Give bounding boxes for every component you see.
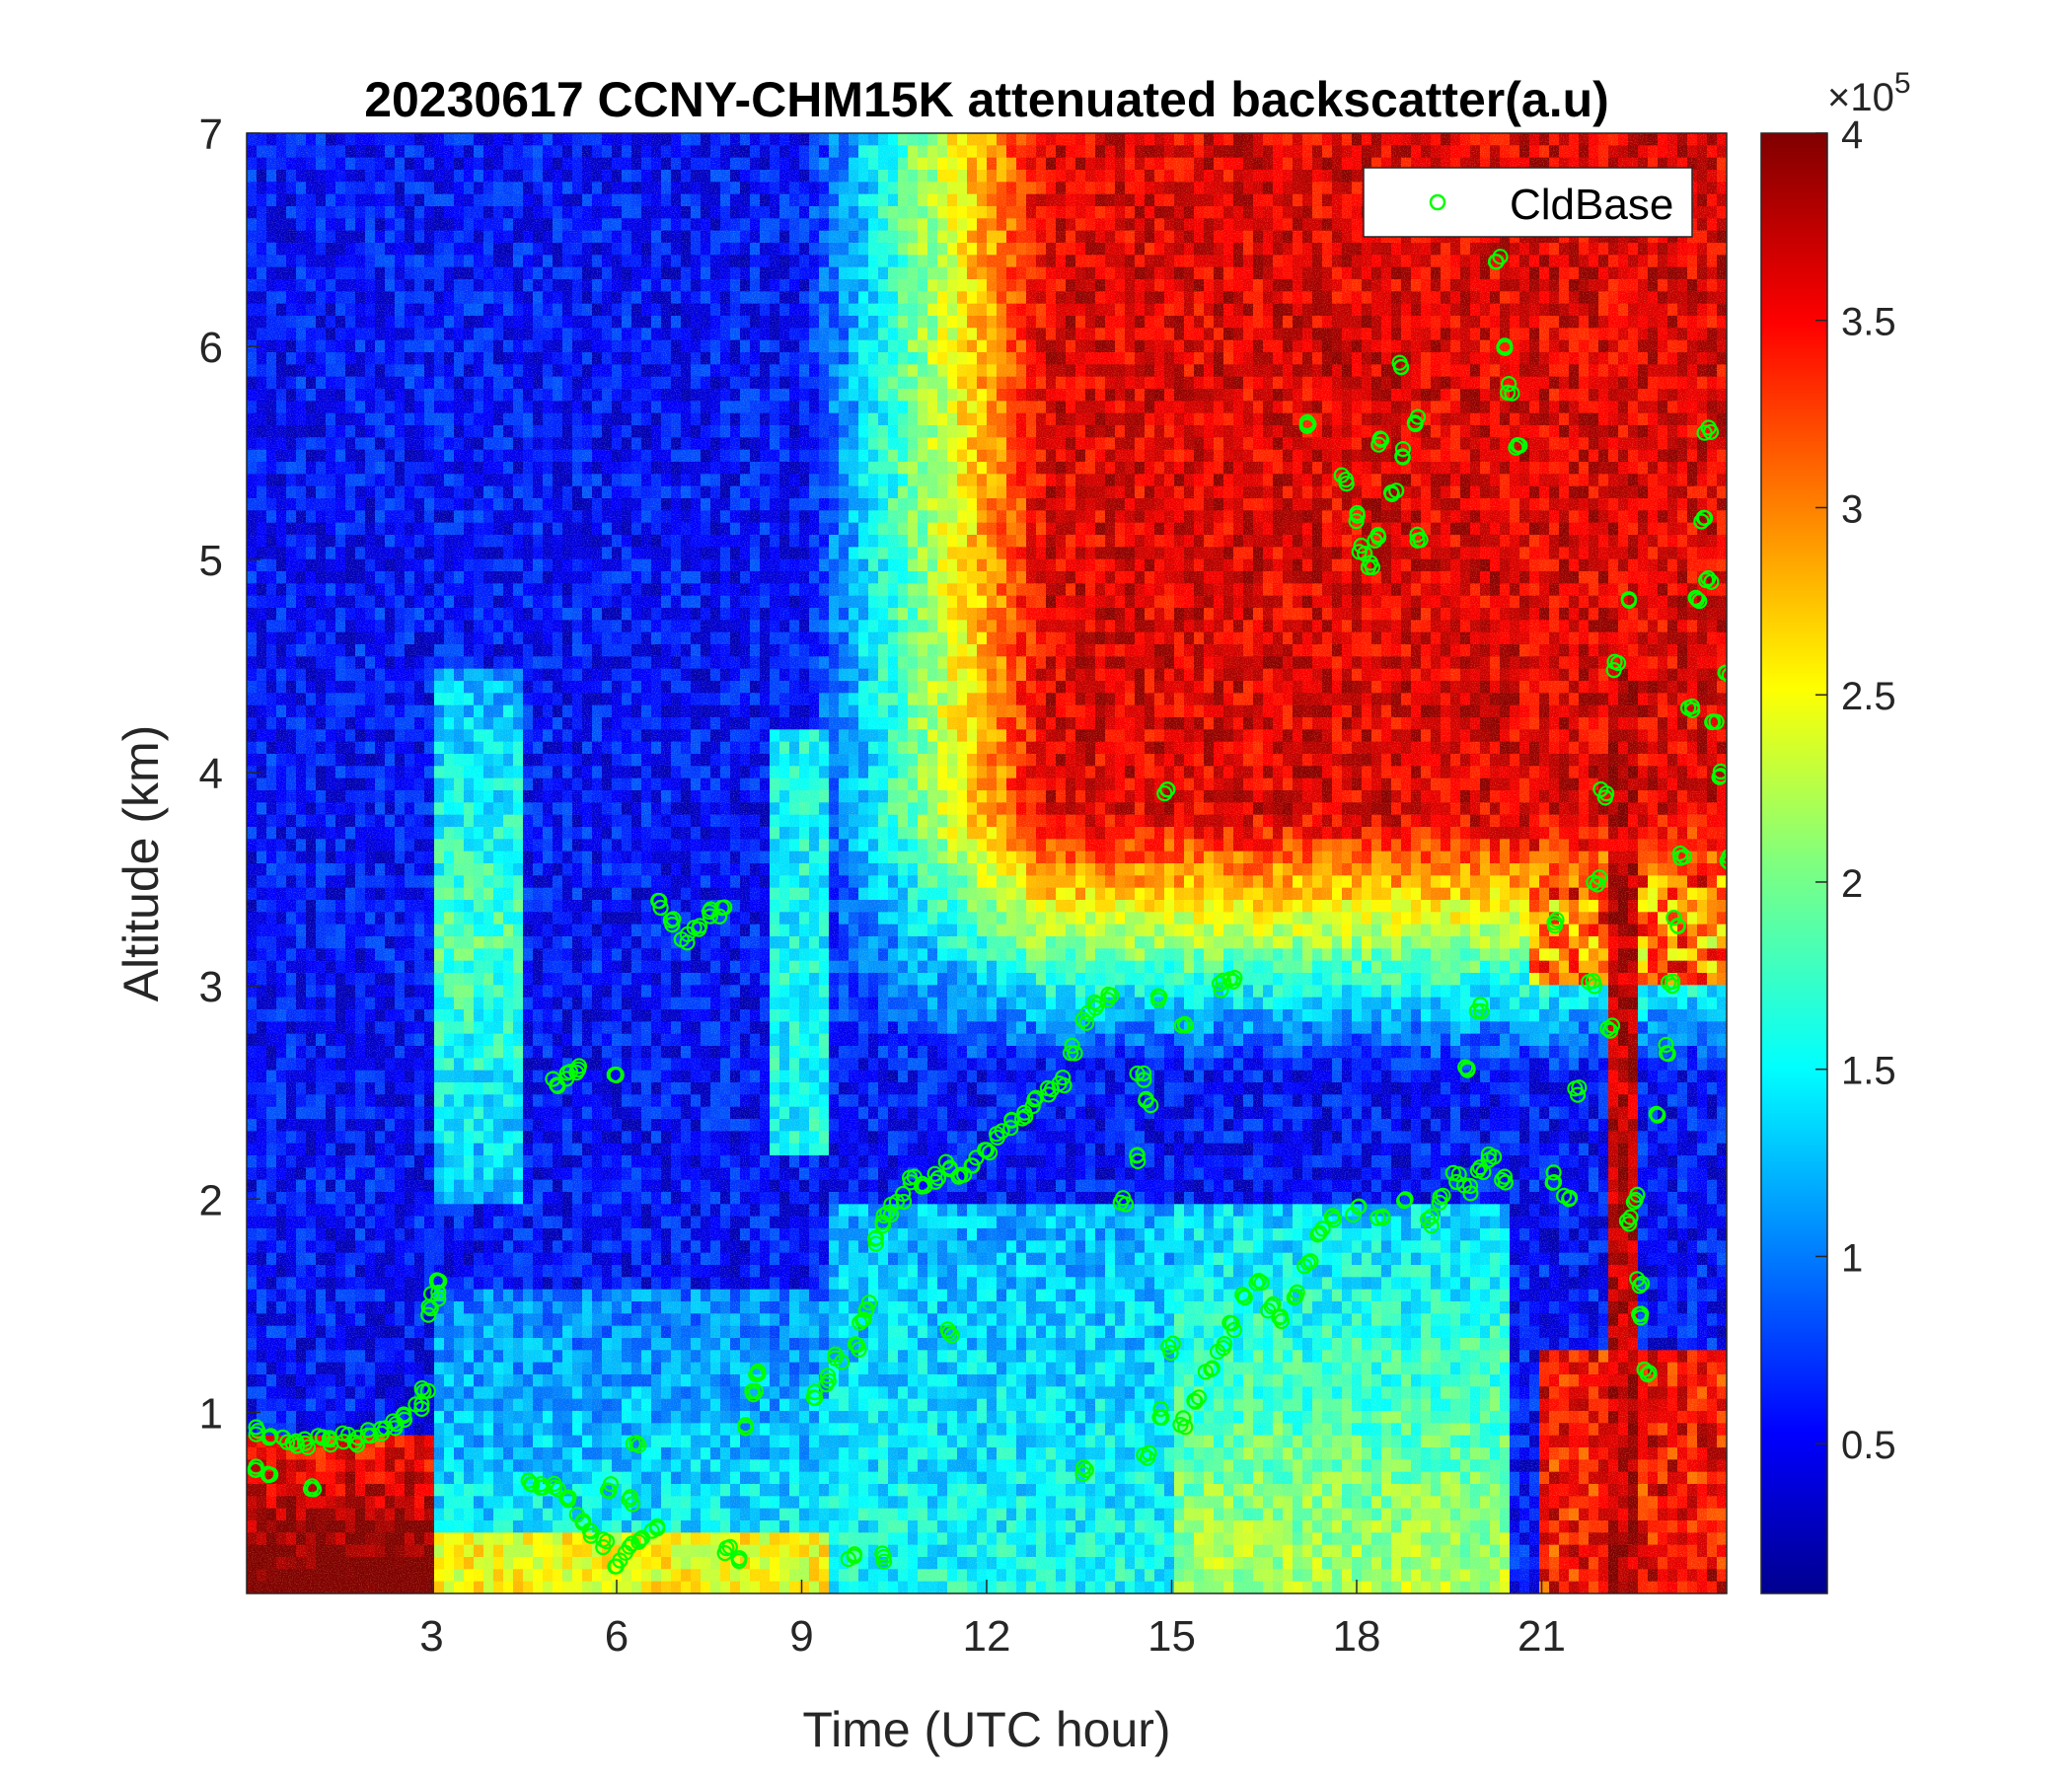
plot-area (247, 133, 1737, 1594)
